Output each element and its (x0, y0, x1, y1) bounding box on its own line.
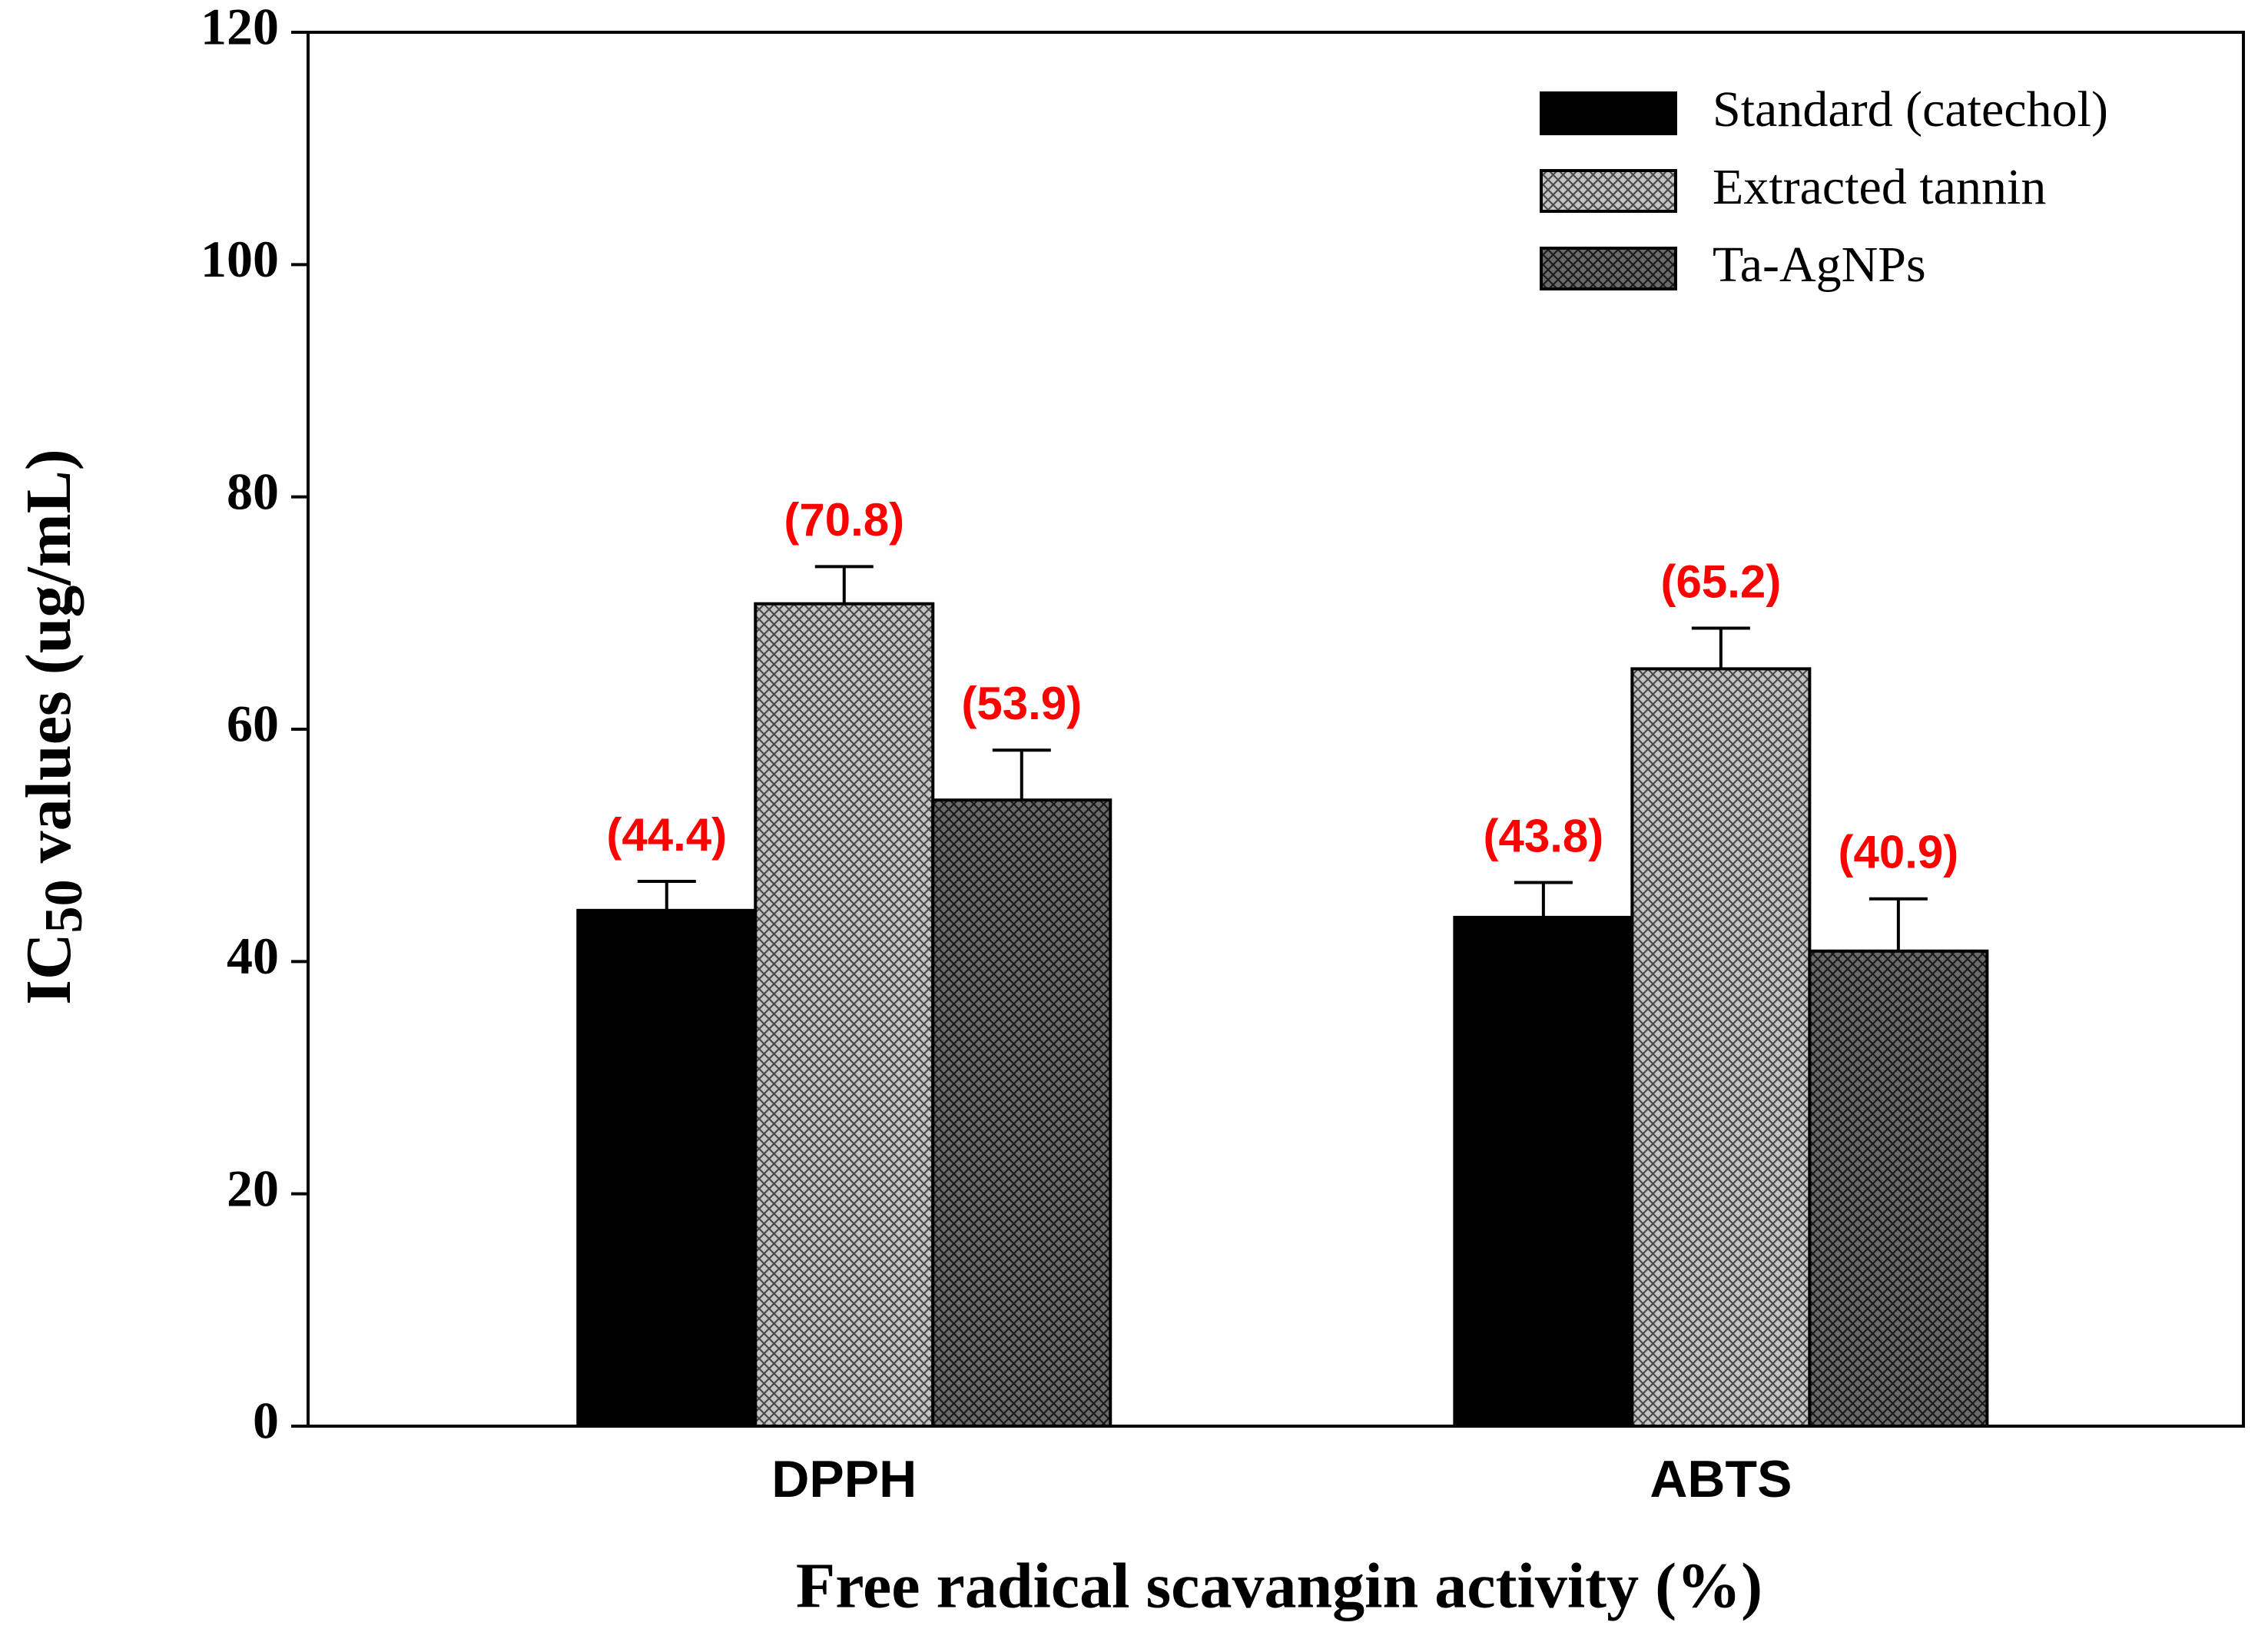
value-label: (53.9) (961, 678, 1082, 729)
x-tick-label: DPPH (771, 1450, 917, 1508)
value-label: (44.4) (606, 809, 727, 861)
value-label: (40.9) (1838, 827, 1958, 878)
value-label: (65.2) (1660, 556, 1781, 607)
x-axis-title: Free radical scavangin activity (%) (796, 1550, 1762, 1621)
y-tick-label: 60 (227, 695, 279, 753)
bar (1808, 949, 1989, 1428)
bar (754, 602, 935, 1428)
legend-label: Ta-AgNPs (1713, 237, 1926, 293)
y-tick-label: 40 (227, 927, 279, 985)
legend-swatch (1540, 247, 1677, 290)
y-axis-title-main: IC (13, 933, 85, 1004)
y-tick-label: 0 (253, 1392, 279, 1450)
legend-swatch (1540, 169, 1677, 213)
legend-label: Standard (catechol) (1713, 81, 2108, 138)
y-tick-label: 120 (201, 0, 279, 56)
legend-label: Extracted tannin (1713, 159, 2046, 215)
bar (576, 908, 758, 1428)
plot-frame (307, 31, 2245, 1428)
y-tick-label: 80 (227, 462, 279, 520)
value-label: (70.8) (784, 494, 904, 546)
bar (1453, 915, 1634, 1428)
y-axis-title-sub: 50 (35, 879, 94, 933)
bar (1630, 667, 1812, 1428)
y-axis-title: IC50 values (ug/mL) (13, 449, 94, 1004)
y-axis-title-rest: values (ug/mL) (13, 449, 85, 879)
x-tick-label: ABTS (1650, 1450, 1792, 1508)
legend-swatch (1540, 91, 1677, 135)
value-label: (43.8) (1483, 810, 1603, 861)
bar (931, 798, 1112, 1428)
y-tick-label: 100 (201, 230, 279, 288)
y-tick-label: 20 (227, 1159, 279, 1217)
